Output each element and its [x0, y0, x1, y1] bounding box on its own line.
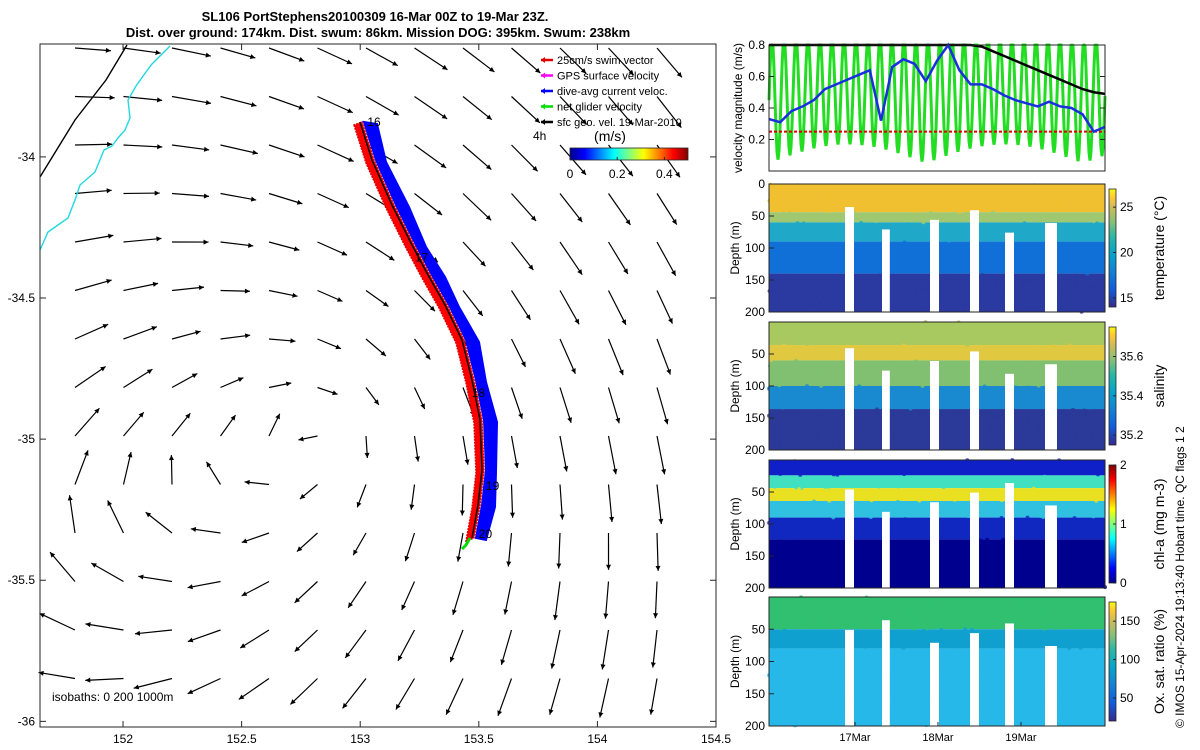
colorbar-tick-label: 35.4: [1120, 389, 1144, 403]
velocity-panel: 0.2 0.4 0.6 0.8 velocity magnitude (m/s): [731, 38, 1107, 173]
day-label: 19: [486, 479, 500, 493]
colorbar-unit: (m/s): [594, 128, 626, 144]
colorbar-tick-label: 50: [1120, 691, 1134, 705]
map-x-tick-label: 153.5: [464, 732, 494, 746]
dive-avg-velocity-line: [768, 42, 1106, 134]
depth-axis-label: Depth (m): [728, 359, 742, 412]
profile-panel: 50 100 150 200 Depth (m) 35.2 35.4 35.6 salinity: [728, 320, 1167, 457]
map-colorbar-ticks: 0 0.2 0.4: [567, 157, 673, 181]
time-tick-label: 18Mar: [922, 732, 954, 744]
colorbar-label: temperature (°C): [1151, 196, 1167, 300]
glider-track: [353, 120, 499, 551]
colorbar-tick-label: 35.6: [1120, 350, 1144, 364]
colorbar-tick-label: 0: [567, 167, 574, 181]
velocity-y-tick-label: 0.2: [748, 133, 765, 147]
colorbar-label: Ox. sat. ratio (%): [1151, 609, 1167, 714]
depth-tick-label: 200: [745, 305, 765, 319]
map-y-tick-label: -34: [18, 150, 36, 164]
depth-tick-label: 50: [752, 485, 766, 499]
map-x-tick-label: 154.5: [701, 732, 731, 746]
time-tick-label: 17Mar: [839, 732, 871, 744]
time-axis: 17Mar 18Mar 19Mar: [839, 722, 1037, 744]
colorbar-label: salinity: [1151, 365, 1167, 408]
depth-tick-label: 0: [758, 177, 765, 191]
map-x-tick-label: 153: [350, 732, 370, 746]
colorbar-tick-label: 15: [1120, 291, 1134, 305]
velocity-ylabel: velocity magnitude (m/s): [731, 43, 745, 173]
coastline-isobaths: [39, 44, 171, 251]
map-legend: 25cm/s swim vector GPS surface velocity di…: [541, 55, 682, 129]
velocity-y-tick-label: 0.8: [748, 38, 765, 52]
figure-title-line2: Dist. over ground: 174km. Dist. swum: 86…: [126, 25, 630, 40]
depth-tick-label: 50: [752, 209, 766, 223]
legend-entry: 25cm/s swim vector: [557, 55, 654, 67]
map-x-tick-label: 154: [587, 732, 607, 746]
colorbar-tick-label: 2: [1120, 458, 1127, 472]
velocity-y-tick-label: 0.4: [748, 101, 765, 115]
map-y-tick-label: -35: [18, 432, 36, 446]
depth-axis-label: Depth (m): [728, 497, 742, 550]
isobaths-label: isobaths: 0 200 1000m: [52, 690, 173, 704]
map-axes: 152 152.5 153 153.5 154 154.5 -34 -34.5 -35 -35.…: [8, 43, 731, 746]
colorbar-tick-label: 150: [1120, 614, 1140, 628]
map-y-ticks: -34 -34.5 -35 -35.5 -36: [8, 150, 716, 728]
depth-axis-label: Depth (m): [728, 635, 742, 688]
colorbar-tick-label: 0.4: [656, 167, 673, 181]
depth-tick-label: 150: [745, 549, 765, 563]
day-label: 16: [367, 115, 381, 129]
depth-tick-label: 200: [745, 443, 765, 457]
depth-tick-label: 200: [745, 719, 765, 733]
map-y-tick-label: -36: [18, 714, 36, 728]
depth-tick-label: 50: [752, 622, 766, 636]
figure-title-line1: SL106 PortStephens20100309 16-Mar 00Z to…: [202, 9, 549, 24]
depth-axis-label: Depth (m): [728, 221, 742, 274]
day-label: 20: [479, 527, 493, 541]
legend-entry: net glider velocity: [557, 102, 642, 114]
day-labels: 16 17 18 19 20: [367, 115, 499, 541]
map-y-tick-label: -35.5: [8, 573, 36, 587]
legend-entry: GPS surface velocity: [557, 71, 660, 83]
colorbar-label: chl-a (mg m-3): [1151, 478, 1167, 569]
depth-tick-label: 100: [745, 379, 765, 393]
map-frame: [39, 43, 717, 728]
colorbar-tick-label: 0: [1120, 576, 1127, 590]
depth-tick-label: 100: [745, 517, 765, 531]
profile-colorbar: [1108, 601, 1117, 722]
map-x-tick-label: 152.5: [227, 732, 257, 746]
day-label: 18: [472, 386, 486, 400]
profile-panel: 50 100 150 200 Depth (m) 50 100 150 Ox. sat. rat…: [728, 595, 1167, 733]
time-tick-label: 19Mar: [1005, 732, 1037, 744]
depth-tick-label: 200: [745, 581, 765, 595]
profile-panel: 0 50 100 150 200 Depth (m) 15 20 25 temperature (…: [728, 177, 1167, 319]
depth-tick-label: 150: [745, 687, 765, 701]
colorbar-tick-label: 35.2: [1120, 428, 1144, 442]
depth-tick-label: 150: [745, 411, 765, 425]
map-colorbar: [569, 147, 689, 161]
map-x-ticks: 152 152.5 153 153.5 154 154.5: [113, 44, 731, 746]
map-x-tick-label: 152: [113, 732, 133, 746]
velocity-y-ticks: 0.2 0.4 0.6 0.8: [748, 38, 1105, 147]
profile-colorbar: [1108, 326, 1117, 446]
day-label: 17: [415, 250, 429, 264]
colorbar-tick-label: 20: [1120, 246, 1134, 260]
geostrophic-velocity-arrows: [38, 47, 683, 718]
legend-entry: dive-avg current veloc.: [557, 86, 668, 98]
colorbar-tick-label: 1: [1120, 517, 1127, 531]
colorbar-tick-label: 0.2: [609, 167, 626, 181]
legend-entry: sfc geo. vel. 19-Mar-2010: [557, 117, 682, 129]
depth-tick-label: 150: [745, 273, 765, 287]
depth-tick-label: 100: [745, 655, 765, 669]
credit-text: © IMOS 15-Apr-2024 19:13:40 Hobart time.…: [1173, 426, 1187, 728]
colorbar-tick-label: 25: [1120, 200, 1134, 214]
map-y-tick-label: -34.5: [8, 291, 36, 305]
profile-panel: 50 100 150 200 Depth (m) 0 1 2 chl-a (mg m-3): [728, 458, 1167, 595]
velocity-y-tick-label: 0.6: [748, 70, 765, 84]
profile-colorbar: [1108, 188, 1117, 308]
depth-tick-label: 50: [752, 347, 766, 361]
depth-tick-label: 100: [745, 241, 765, 255]
interval-label: 4h: [533, 129, 546, 143]
colorbar-tick-label: 100: [1120, 653, 1140, 667]
